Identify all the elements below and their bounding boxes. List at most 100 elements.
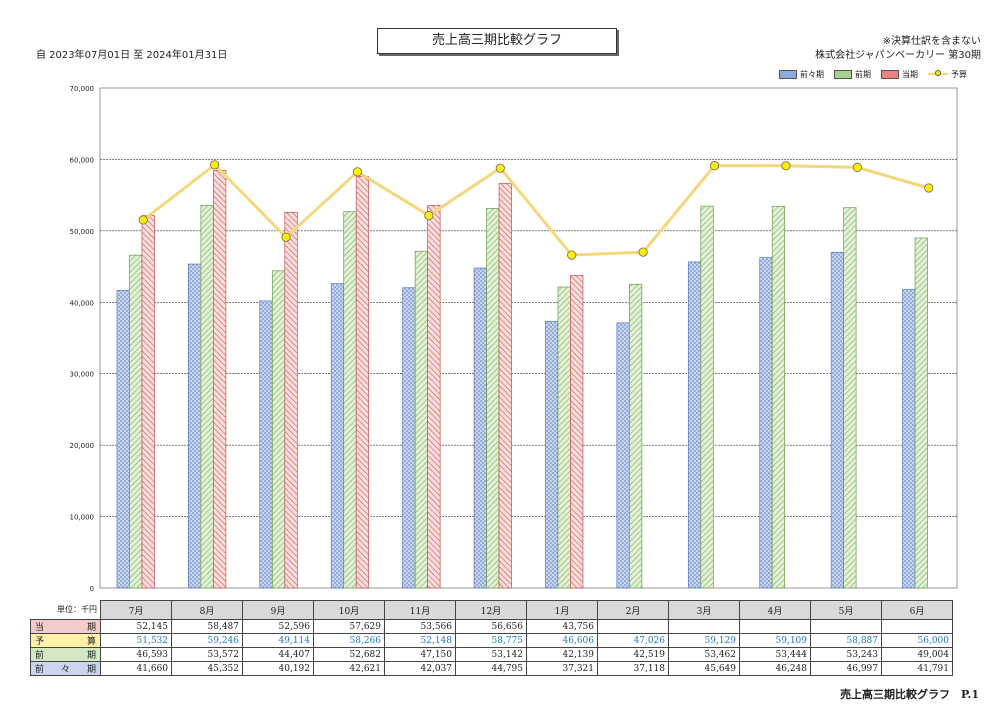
bar-previous bbox=[843, 207, 857, 589]
table-cell: 59,109 bbox=[739, 633, 811, 648]
table-cell: 46,248 bbox=[739, 661, 811, 676]
table-cell: 44,407 bbox=[242, 647, 314, 662]
legend-swatch-current bbox=[881, 69, 899, 79]
bar-current bbox=[213, 169, 227, 589]
month-header: 4月 bbox=[739, 600, 811, 620]
row-label: 当 期 bbox=[30, 619, 101, 634]
table-cell: 41,660 bbox=[100, 661, 172, 676]
month-header: 6月 bbox=[881, 600, 953, 620]
table-cell: 58,266 bbox=[313, 633, 385, 648]
bar-current bbox=[427, 205, 441, 589]
budget-series-line bbox=[142, 162, 930, 257]
table-cell: 47,026 bbox=[597, 633, 669, 648]
budget-point bbox=[924, 183, 934, 193]
bar-two-years-ago bbox=[116, 290, 130, 589]
bar-current bbox=[498, 182, 512, 589]
table-cell: 52,148 bbox=[384, 633, 456, 648]
y-tick-label: 60,000 bbox=[70, 156, 95, 164]
legend-label-previous: 前期 bbox=[855, 69, 871, 79]
bar-two-years-ago bbox=[902, 289, 916, 589]
table-cell: 59,129 bbox=[668, 633, 740, 648]
table-cell: 51,532 bbox=[100, 633, 172, 648]
table-cell: 37,118 bbox=[597, 661, 669, 676]
table-cell: 45,352 bbox=[171, 661, 243, 676]
bar-previous bbox=[557, 286, 571, 589]
bar-previous bbox=[914, 237, 928, 589]
gridlines bbox=[100, 159, 957, 517]
month-header: 12月 bbox=[455, 600, 527, 620]
table-cell: 53,566 bbox=[384, 619, 456, 634]
table-header-row: 単位：千円 7月 8月 9月 10月 11月 12月 1月 2月 3月 4月 5月 6月 bbox=[30, 600, 953, 620]
month-header: 11月 bbox=[384, 600, 456, 620]
legend-item-current: 当期 bbox=[881, 69, 918, 80]
table-cell: 56,000 bbox=[881, 633, 953, 648]
table-cell: 53,572 bbox=[171, 647, 243, 662]
unit-label: 単位：千円 bbox=[30, 600, 101, 620]
table-cell: 46,997 bbox=[810, 661, 882, 676]
table-cell: 46,593 bbox=[100, 647, 172, 662]
bar-previous bbox=[414, 250, 428, 589]
page-footer: 売上高三期比較グラフ P.1 bbox=[840, 688, 979, 701]
table-cell: 52,682 bbox=[313, 647, 385, 662]
month-header: 1月 bbox=[526, 600, 598, 620]
legend-line-budget bbox=[928, 70, 948, 76]
bar-two-years-ago bbox=[473, 267, 487, 589]
legend-item-two-years-ago: 前々期 bbox=[779, 69, 824, 80]
table-cell: 43,756 bbox=[526, 619, 598, 634]
legend-label-current: 当期 bbox=[902, 69, 918, 79]
table-cell: 41,791 bbox=[881, 661, 953, 676]
table-row: 予 算 51,532 59,246 49,114 58,266 52,148 58,775 4… bbox=[30, 633, 953, 648]
table-cell: 42,519 bbox=[597, 647, 669, 662]
table-cell: 53,462 bbox=[668, 647, 740, 662]
table-row: 前 々 期 41,660 45,352 40,192 42,621 42,037 44,79… bbox=[30, 661, 953, 676]
table-cell: 58,487 bbox=[171, 619, 243, 634]
month-header: 10月 bbox=[313, 600, 385, 620]
table-cell: 57,629 bbox=[313, 619, 385, 634]
bar-two-years-ago bbox=[545, 321, 559, 589]
bar-two-years-ago bbox=[330, 283, 345, 589]
table-row: 当 期 52,145 58,487 52,596 57,629 53,566 56,656 4… bbox=[30, 619, 953, 634]
table-cell: 42,621 bbox=[313, 661, 385, 676]
table-cell: 53,444 bbox=[739, 647, 811, 662]
data-table: 単位：千円 7月 8月 9月 10月 11月 12月 1月 2月 3月 4月 5月 6月 当 期 52,… bbox=[30, 600, 953, 676]
row-label: 予 算 bbox=[30, 633, 101, 648]
table-cell: 52,596 bbox=[242, 619, 314, 634]
budget-line bbox=[138, 160, 934, 260]
budget-point bbox=[781, 161, 791, 171]
month-header: 7月 bbox=[100, 600, 172, 620]
bar-current bbox=[284, 211, 298, 589]
budget-point bbox=[138, 215, 148, 225]
y-tick-label: 30,000 bbox=[70, 371, 95, 379]
sales-chart: 0 10,000 20,000 30,000 40,000 50,000 60,000 70,… bbox=[70, 85, 958, 593]
bar-previous bbox=[129, 254, 143, 589]
legend-swatch-previous bbox=[834, 69, 852, 79]
y-tick-label: 70,000 bbox=[70, 85, 95, 93]
bar-previous bbox=[771, 205, 786, 589]
y-tick-label: 0 bbox=[90, 585, 94, 593]
table-row: 前 期 46,593 53,572 44,407 52,682 47,150 53,142 4… bbox=[30, 647, 953, 662]
table-cell: 37,321 bbox=[526, 661, 598, 676]
table-cell: 49,004 bbox=[881, 647, 953, 662]
bars bbox=[116, 169, 928, 589]
bar-previous bbox=[700, 205, 714, 589]
table-cell: 45,649 bbox=[668, 661, 740, 676]
month-header: 5月 bbox=[810, 600, 882, 620]
table-cell: 58,775 bbox=[455, 633, 527, 648]
budget-point bbox=[210, 160, 220, 170]
budget-point bbox=[352, 167, 363, 177]
legend-swatch-two-years-ago bbox=[779, 69, 797, 79]
bar-previous bbox=[629, 283, 643, 589]
period-range: 自 2023年07月01日 至 2024年01月31日 bbox=[36, 50, 228, 61]
budget-point bbox=[709, 161, 720, 171]
legend-item-budget: 予算 bbox=[928, 69, 967, 80]
table-cell bbox=[668, 619, 740, 634]
table-cell: 46,606 bbox=[526, 633, 598, 648]
legend-label-two-years-ago: 前々期 bbox=[800, 69, 824, 79]
table-cell: 49,114 bbox=[242, 633, 314, 648]
table-cell: 42,139 bbox=[526, 647, 598, 662]
bar-current bbox=[355, 176, 370, 589]
bar-current bbox=[141, 215, 155, 589]
table-cell bbox=[739, 619, 811, 634]
chart-legend: 前々期 前期 当期 予算 bbox=[779, 68, 967, 80]
budget-point bbox=[567, 250, 577, 260]
